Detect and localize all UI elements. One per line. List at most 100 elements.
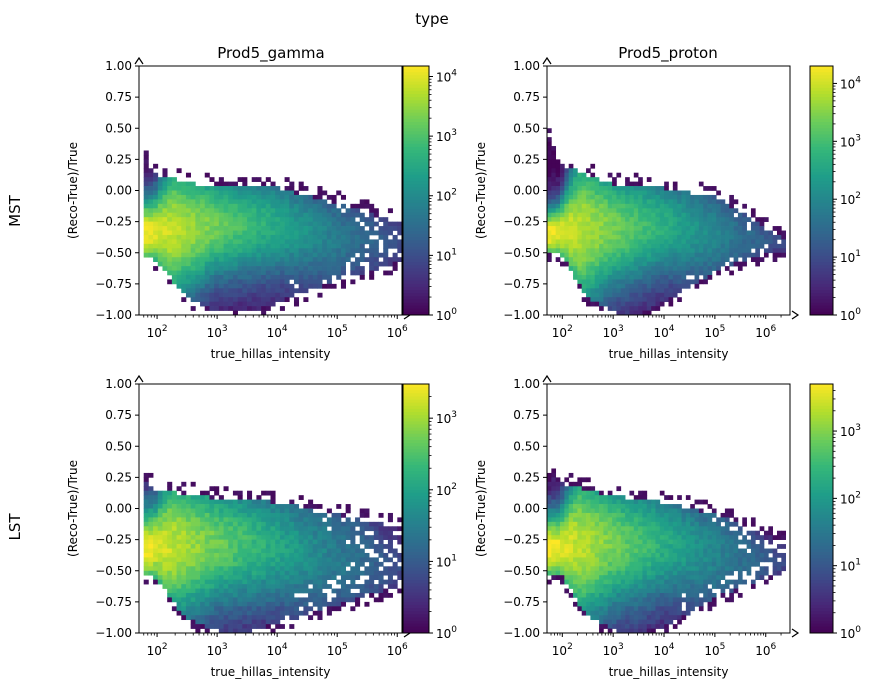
heatmap-cell bbox=[294, 279, 299, 284]
colorbar-segment bbox=[403, 518, 429, 522]
heatmap-cell bbox=[181, 288, 186, 293]
heatmap-cell bbox=[162, 226, 167, 231]
heatmap-cell bbox=[247, 540, 252, 545]
heatmap-cell bbox=[205, 235, 210, 240]
heatmap-cell bbox=[172, 517, 177, 522]
heatmap-cell bbox=[233, 306, 238, 311]
heatmap-cell bbox=[590, 262, 595, 267]
heatmap-cell bbox=[669, 248, 674, 253]
heatmap-cell bbox=[144, 248, 149, 253]
heatmap-cell bbox=[195, 239, 200, 244]
heatmap-cell bbox=[247, 509, 252, 514]
heatmap-cell bbox=[621, 208, 626, 213]
heatmap-cell bbox=[148, 549, 153, 554]
heatmap-cell bbox=[205, 580, 210, 585]
heatmap-cell bbox=[148, 491, 153, 496]
heatmap-cell bbox=[153, 517, 158, 522]
heatmap-cell bbox=[682, 217, 687, 222]
heatmap-cell bbox=[144, 522, 149, 527]
heatmap-cell bbox=[608, 302, 613, 307]
heatmap-cell bbox=[308, 589, 313, 594]
heatmap-cell bbox=[224, 486, 229, 491]
heatmap-cell bbox=[616, 248, 621, 253]
heatmap-cell bbox=[327, 213, 332, 218]
heatmap-cell bbox=[294, 566, 299, 571]
heatmap-cell bbox=[186, 580, 191, 585]
heatmap-cell bbox=[379, 513, 384, 518]
colorbar-tick-label: 101 bbox=[436, 247, 457, 263]
heatmap-cell bbox=[214, 266, 219, 271]
heatmap-cell bbox=[642, 257, 647, 262]
heatmap-cell bbox=[162, 217, 167, 222]
heatmap-cell bbox=[651, 297, 656, 302]
heatmap-cell bbox=[205, 557, 210, 562]
heatmap-cell bbox=[167, 535, 172, 540]
heatmap-cell bbox=[228, 549, 233, 554]
heatmap-cell bbox=[317, 540, 322, 545]
heatmap-cell bbox=[595, 191, 600, 196]
heatmap-cell bbox=[294, 575, 299, 580]
heatmap-cell bbox=[747, 231, 752, 236]
colorbar-segment bbox=[403, 125, 429, 129]
heatmap-cell bbox=[158, 575, 163, 580]
heatmap-cell bbox=[242, 580, 247, 585]
heatmap-cell bbox=[266, 248, 271, 253]
heatmap-cell bbox=[547, 226, 552, 231]
heatmap-cell bbox=[238, 293, 243, 298]
heatmap-cell bbox=[200, 266, 205, 271]
heatmap-cell bbox=[603, 191, 608, 196]
heatmap-cell bbox=[252, 226, 257, 231]
heatmap-cell bbox=[275, 509, 280, 514]
heatmap-cell bbox=[547, 235, 552, 240]
heatmap-cell bbox=[369, 575, 374, 580]
heatmap-cell bbox=[238, 615, 243, 620]
heatmap-cell bbox=[252, 606, 257, 611]
heatmap-cell bbox=[612, 495, 617, 500]
heatmap-cell bbox=[742, 213, 747, 218]
heatmap-cell bbox=[200, 231, 205, 236]
heatmap-cell bbox=[247, 293, 252, 298]
colorbar-segment bbox=[403, 549, 429, 553]
heatmap-cell bbox=[209, 566, 214, 571]
heatmap-cell bbox=[289, 624, 294, 629]
heatmap-cell bbox=[172, 239, 177, 244]
heatmap-cell bbox=[764, 239, 769, 244]
heatmap-cell bbox=[551, 540, 556, 545]
heatmap-cell bbox=[616, 217, 621, 222]
heatmap-cell bbox=[586, 279, 591, 284]
heatmap-cell bbox=[332, 526, 337, 531]
heatmap-cell bbox=[294, 544, 299, 549]
heatmap-cell bbox=[252, 213, 257, 218]
heatmap-cell bbox=[573, 231, 578, 236]
heatmap-cell bbox=[186, 173, 191, 178]
heatmap-cell bbox=[621, 517, 626, 522]
heatmap-cell bbox=[214, 208, 219, 213]
heatmap-cell bbox=[256, 589, 261, 594]
heatmap-cell bbox=[547, 513, 552, 518]
heatmap-cell bbox=[242, 509, 247, 514]
heatmap-cell bbox=[625, 217, 630, 222]
heatmap-cell bbox=[209, 553, 214, 558]
heatmap-cell bbox=[256, 624, 261, 629]
heatmap-cell bbox=[612, 288, 617, 293]
heatmap-cell bbox=[603, 544, 608, 549]
heatmap-cell bbox=[289, 575, 294, 580]
heatmap-cell bbox=[228, 575, 233, 580]
heatmap-cell bbox=[690, 266, 695, 271]
heatmap-cell bbox=[634, 173, 639, 178]
heatmap-cell bbox=[346, 553, 351, 558]
heatmap-cell bbox=[708, 275, 713, 280]
heatmap-cell bbox=[569, 482, 574, 487]
heatmap-cell bbox=[350, 526, 355, 531]
heatmap-cell bbox=[638, 306, 643, 311]
heatmap-cell bbox=[625, 531, 630, 536]
heatmap-cell bbox=[556, 235, 561, 240]
heatmap-cell bbox=[261, 522, 266, 527]
heatmap-cell bbox=[261, 302, 266, 307]
heatmap-cell bbox=[586, 213, 591, 218]
heatmap-cell bbox=[322, 266, 327, 271]
heatmap-cell bbox=[285, 571, 290, 576]
heatmap-cell bbox=[242, 531, 247, 536]
heatmap-cell bbox=[374, 522, 379, 527]
heatmap-cell bbox=[586, 297, 591, 302]
